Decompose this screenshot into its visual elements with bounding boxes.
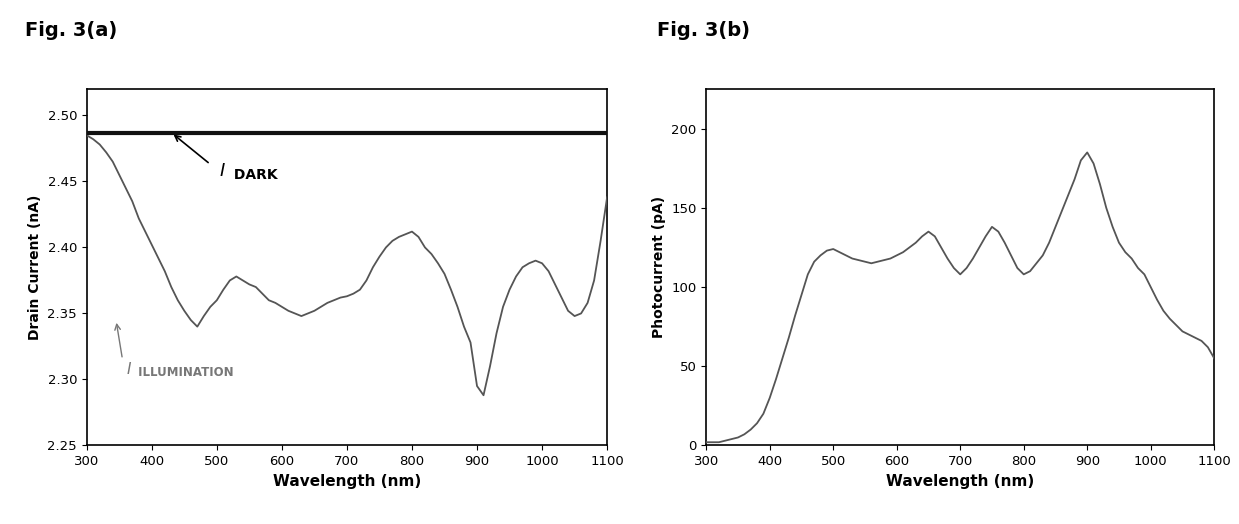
Text: DARK: DARK xyxy=(228,168,278,182)
X-axis label: Wavelength (nm): Wavelength (nm) xyxy=(886,474,1035,489)
Text: Fig. 3(b): Fig. 3(b) xyxy=(657,21,750,40)
Text: ILLUMINATION: ILLUMINATION xyxy=(134,366,234,379)
Text: $\mathit{I}$: $\mathit{I}$ xyxy=(219,162,225,180)
Text: $\mathit{I}$: $\mathit{I}$ xyxy=(126,361,131,377)
X-axis label: Wavelength (nm): Wavelength (nm) xyxy=(273,474,421,489)
Y-axis label: Drain Current (nA): Drain Current (nA) xyxy=(27,194,42,340)
Y-axis label: Photocurrent (pA): Photocurrent (pA) xyxy=(652,196,665,339)
Text: Fig. 3(a): Fig. 3(a) xyxy=(25,21,116,40)
